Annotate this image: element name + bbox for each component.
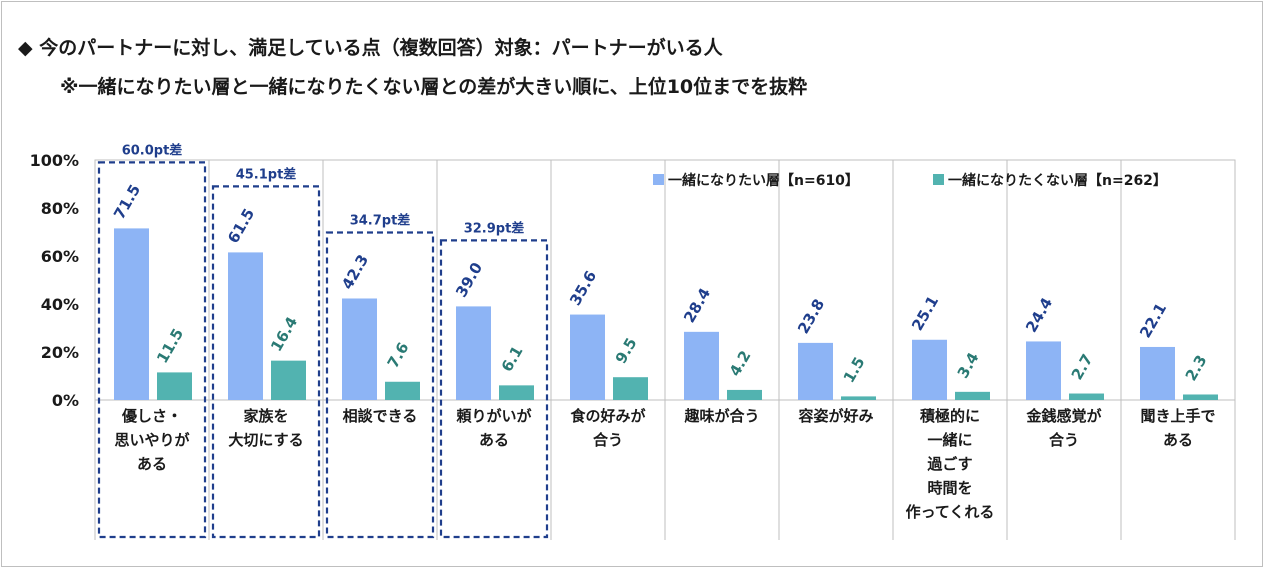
data-label-series-2: 7.6 xyxy=(384,339,413,371)
legend-swatch-series-1 xyxy=(653,174,664,185)
highlight-box xyxy=(97,161,207,539)
category-label: 相談できる xyxy=(343,407,418,425)
bar-series-1 xyxy=(570,314,605,400)
data-label-series-1: 22.1 xyxy=(1136,300,1170,341)
category-label: ある xyxy=(479,431,509,449)
category-label: 容姿が好み xyxy=(797,407,873,425)
chart-subtitle: ※一緒になりたい層と一緒になりたくない層との差が大きい順に、上位10位までを抜粋 xyxy=(60,76,808,98)
data-label-series-2: 3.4 xyxy=(954,349,983,381)
data-label-series-2: 4.2 xyxy=(726,347,755,379)
category-label: 一緒に xyxy=(927,431,972,449)
category-label: 作ってくれる xyxy=(906,503,995,521)
category-label: 聞き上手で xyxy=(1140,407,1215,425)
data-label-series-1: 24.4 xyxy=(1022,294,1056,335)
data-label-series-1: 42.3 xyxy=(338,251,372,292)
bar-series-2 xyxy=(499,385,534,400)
category-label: 合う xyxy=(592,431,623,449)
category-label: 趣味が合う xyxy=(683,407,759,425)
bar-series-1 xyxy=(114,228,149,400)
data-label-series-2: 11.5 xyxy=(153,325,187,366)
y-tick-label: 60% xyxy=(41,247,79,266)
bar-series-2 xyxy=(1069,393,1104,400)
data-label-series-1: 39.0 xyxy=(452,259,486,300)
bar-series-2 xyxy=(955,391,990,400)
data-label-series-1: 35.6 xyxy=(566,268,600,309)
highlight-box xyxy=(211,185,321,539)
category-label: 合う xyxy=(1048,431,1079,449)
category-label: 過ごす xyxy=(926,455,972,473)
chart-title: ◆ 今のパートナーに対し、満足している点（複数回答）対象：パートナーがいる人 xyxy=(18,37,723,59)
data-label-series-1: 28.4 xyxy=(680,285,714,326)
data-label-series-2: 2.7 xyxy=(1068,351,1097,383)
bar-series-1 xyxy=(912,339,947,400)
difference-label: 34.7pt差 xyxy=(350,212,411,228)
data-label-series-2: 6.1 xyxy=(498,343,527,375)
category-label: 積極的に xyxy=(919,407,980,425)
y-tick-label: 80% xyxy=(41,199,79,218)
category-label: 大切にする xyxy=(228,431,303,449)
bar-series-2 xyxy=(157,372,192,400)
data-label-series-1: 23.8 xyxy=(794,296,828,337)
highlight-box xyxy=(439,239,549,539)
bar-series-1 xyxy=(228,252,263,400)
y-tick-label: 0% xyxy=(52,391,79,410)
category-label: 思いやりが xyxy=(114,431,190,449)
bar-series-1 xyxy=(1140,346,1175,400)
highlight-box xyxy=(325,231,435,539)
y-tick-label: 40% xyxy=(41,295,79,314)
data-label-series-1: 61.5 xyxy=(224,205,258,246)
category-label: ある xyxy=(1163,431,1193,449)
category-label: 金銭感覚が xyxy=(1025,407,1102,425)
data-label-series-2: 1.5 xyxy=(840,354,869,386)
bar-series-1 xyxy=(798,342,833,400)
category-label: 食の好みが xyxy=(570,407,646,425)
data-label-series-2: 2.3 xyxy=(1182,352,1211,384)
difference-label: 32.9pt差 xyxy=(464,220,525,236)
difference-label: 45.1pt差 xyxy=(236,166,297,182)
category-label: 頼りがいが xyxy=(455,407,532,425)
difference-label: 60.0pt差 xyxy=(122,142,183,158)
data-label-series-2: 16.4 xyxy=(267,314,301,355)
category-label: 優しさ・ xyxy=(121,407,182,425)
legend-label-series-2: 一緒になりたくない層【n=262】 xyxy=(948,172,1167,189)
data-label-series-1: 71.5 xyxy=(110,181,144,222)
bar-series-2 xyxy=(727,389,762,400)
bar-series-1 xyxy=(1026,341,1061,400)
bar-series-2 xyxy=(1183,394,1218,400)
bar-series-2 xyxy=(385,381,420,400)
category-label: ある xyxy=(137,455,167,473)
bar-series-1 xyxy=(684,331,719,400)
y-tick-label: 100% xyxy=(30,151,79,170)
data-label-series-2: 9.5 xyxy=(612,335,641,367)
bar-series-1 xyxy=(342,298,377,400)
data-label-series-1: 25.1 xyxy=(908,293,942,334)
bar-series-2 xyxy=(271,360,306,400)
bar-series-1 xyxy=(456,306,491,400)
bar-series-2 xyxy=(841,396,876,400)
legend-label-series-1: 一緒になりたい層【n=610】 xyxy=(668,172,859,189)
y-tick-label: 20% xyxy=(41,343,79,362)
bar-series-2 xyxy=(613,377,648,400)
category-label: 時間を xyxy=(927,479,972,497)
category-label: 家族を xyxy=(243,407,288,425)
legend-swatch-series-2 xyxy=(933,174,944,185)
